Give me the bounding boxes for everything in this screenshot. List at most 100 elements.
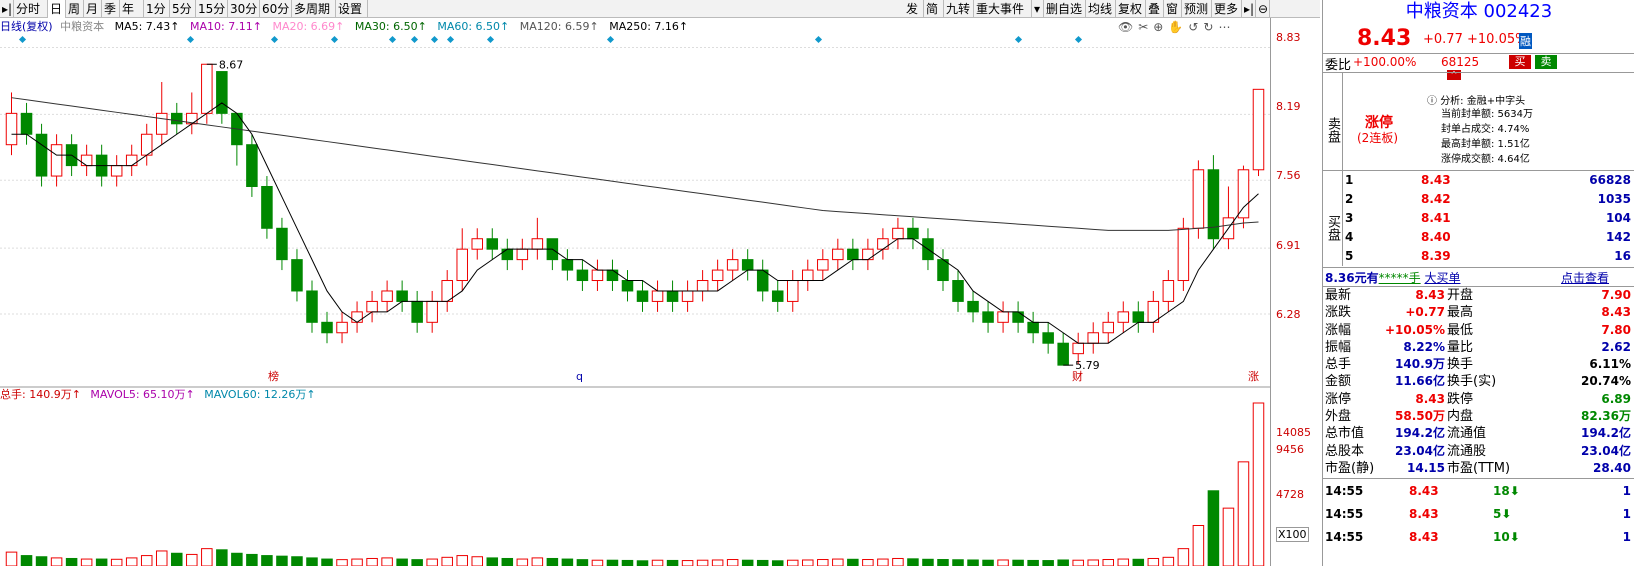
candle-body	[110, 165, 123, 177]
candle-body	[802, 269, 814, 282]
eye-icon[interactable]: 👁	[1118, 20, 1139, 34]
event-marker-bang[interactable]: 榜	[268, 369, 279, 383]
stat-value: +10.05%	[1384, 322, 1445, 337]
volume-bar	[621, 559, 634, 566]
btn-remove-watchlist[interactable]: 删自选	[1044, 0, 1086, 18]
stat-label: 金额	[1325, 374, 1352, 390]
event-diamond-icon[interactable]	[186, 35, 195, 44]
info-icon: ⓘ	[1427, 96, 1437, 107]
tab-15min[interactable]: 15分	[196, 0, 228, 18]
volume-bar	[531, 557, 544, 566]
event-diamond-icon[interactable]	[814, 35, 823, 44]
tab-30min[interactable]: 30分	[228, 0, 260, 18]
collapse-left-icon[interactable]: ▸|	[2, 0, 14, 18]
bid-row[interactable]: 1 8.43 66828	[1345, 173, 1631, 187]
ma250-line	[11, 97, 1259, 231]
event-diamond-icon[interactable]	[486, 35, 495, 44]
event-diamond-icon[interactable]	[388, 35, 397, 44]
price-tick: 7.56	[1276, 169, 1301, 182]
btn-forecast[interactable]: 预测	[1182, 0, 1212, 18]
stat-row: 总股本 23.04亿 流通股 23.04亿	[1323, 443, 1634, 460]
volume-bar	[231, 552, 243, 566]
tab-fenshi[interactable]: 分时	[14, 0, 48, 18]
tab-daily[interactable]: 日	[48, 0, 66, 18]
tab-weekly[interactable]: 周	[66, 0, 84, 18]
btn-jian[interactable]: 简	[924, 0, 944, 18]
candle-body	[651, 290, 664, 302]
bid-row[interactable]: 3 8.41 104	[1345, 211, 1631, 225]
tick-price: 8.43	[1409, 507, 1439, 521]
event-diamond-icon[interactable]	[410, 35, 419, 44]
candle-body	[1252, 88, 1265, 171]
seal-info: 当前封单额: 5634万 封单占成交: 4.74% 最高封单额: 1.51亿 涨…	[1441, 107, 1533, 167]
event-diamond-icon[interactable]	[330, 35, 339, 44]
tab-quarter[interactable]: 季	[102, 0, 120, 18]
event-diamond-icon[interactable]	[446, 35, 455, 44]
volume-bar	[456, 555, 468, 566]
event-diamond-icon[interactable]	[270, 35, 279, 44]
seal-item: 涨停成交额: 4.64亿	[1441, 154, 1530, 165]
candle-body	[711, 269, 724, 282]
margin-badge[interactable]: 融	[1519, 33, 1532, 49]
btn-window[interactable]: 窗	[1164, 0, 1182, 18]
sell-button[interactable]: 卖	[1535, 55, 1557, 69]
big-order-stars: *****手	[1378, 271, 1421, 285]
price-change: +0.77	[1423, 32, 1463, 47]
minimize-icon[interactable]: ⊖	[1258, 0, 1270, 18]
bid-row[interactable]: 2 8.42 1035	[1345, 192, 1631, 206]
volume-bar	[1252, 402, 1265, 566]
event-diamond-icon[interactable]	[18, 35, 27, 44]
bid-row[interactable]: 4 8.40 142	[1345, 230, 1631, 244]
volume-bar	[546, 557, 559, 566]
btn-fa[interactable]: 发	[904, 0, 924, 18]
hand-icon[interactable]: ✋	[1168, 20, 1189, 34]
volume-bar	[862, 559, 874, 566]
tab-60min[interactable]: 60分	[260, 0, 292, 18]
btn-major-events[interactable]: 重大事件	[974, 0, 1032, 18]
stat-label: 内盘	[1447, 409, 1474, 425]
candle-body	[321, 321, 333, 334]
settings-button[interactable]: 设置	[336, 0, 368, 18]
btn-ma[interactable]: 均线	[1086, 0, 1116, 18]
event-diamond-icon[interactable]	[1074, 35, 1083, 44]
stock-name: 中粮资本	[1405, 1, 1478, 22]
volume-bar	[110, 558, 123, 566]
big-order-link[interactable]: 点击查看	[1561, 271, 1610, 285]
event-marker-zt[interactable]: 涨	[1248, 370, 1259, 383]
zoom-icon[interactable]: ⊕	[1153, 20, 1169, 34]
stat-value: 8.43	[1415, 288, 1445, 302]
buy-button[interactable]: 买	[1509, 55, 1531, 69]
redo-icon[interactable]: ↻	[1203, 20, 1219, 34]
bid-row[interactable]: 5 8.39 16	[1345, 249, 1631, 263]
candle-body	[1072, 342, 1084, 355]
event-marker-q[interactable]: q	[576, 370, 583, 383]
tab-year[interactable]: 年	[120, 0, 144, 18]
more-icon[interactable]: ⋯	[1218, 20, 1236, 34]
kline-chart[interactable]: 8.67 5.79 榜 q 财 涨	[0, 35, 1270, 566]
tab-5min[interactable]: 5分	[170, 0, 196, 18]
btn-adjust[interactable]: 复权	[1116, 0, 1146, 18]
event-diamond-icon[interactable]	[606, 35, 615, 44]
scissors-icon[interactable]: ✂	[1138, 20, 1154, 34]
volume-bar	[982, 559, 994, 566]
event-marker-cai[interactable]: 财	[1072, 369, 1083, 383]
candle-body	[501, 248, 514, 261]
btn-more[interactable]: 更多	[1212, 0, 1242, 18]
candle-body	[366, 300, 378, 313]
tab-multi-period[interactable]: 多周期	[292, 0, 336, 18]
chevron-down-icon[interactable]: ▾	[1032, 0, 1044, 18]
volume-bar	[771, 560, 784, 566]
undo-icon[interactable]: ↺	[1188, 20, 1204, 34]
btn-overlay[interactable]: 叠	[1146, 0, 1164, 18]
tab-1min[interactable]: 1分	[144, 0, 170, 18]
chevron-up-icon[interactable]: ^	[1447, 70, 1461, 80]
event-diamond-icon[interactable]	[430, 35, 439, 44]
collapse-right-icon[interactable]: ▸|	[1244, 0, 1256, 18]
event-diamond-icon[interactable]	[1014, 35, 1023, 44]
volume-bar	[321, 558, 333, 566]
stock-name-small: 中粮资本	[60, 20, 105, 33]
big-order-bar[interactable]: 8.36元有*****手 大买单 点击查看	[1325, 269, 1609, 286]
candle-body	[1087, 332, 1099, 344]
tab-monthly[interactable]: 月	[84, 0, 102, 18]
btn-jiuzhuan[interactable]: 九转	[944, 0, 974, 18]
